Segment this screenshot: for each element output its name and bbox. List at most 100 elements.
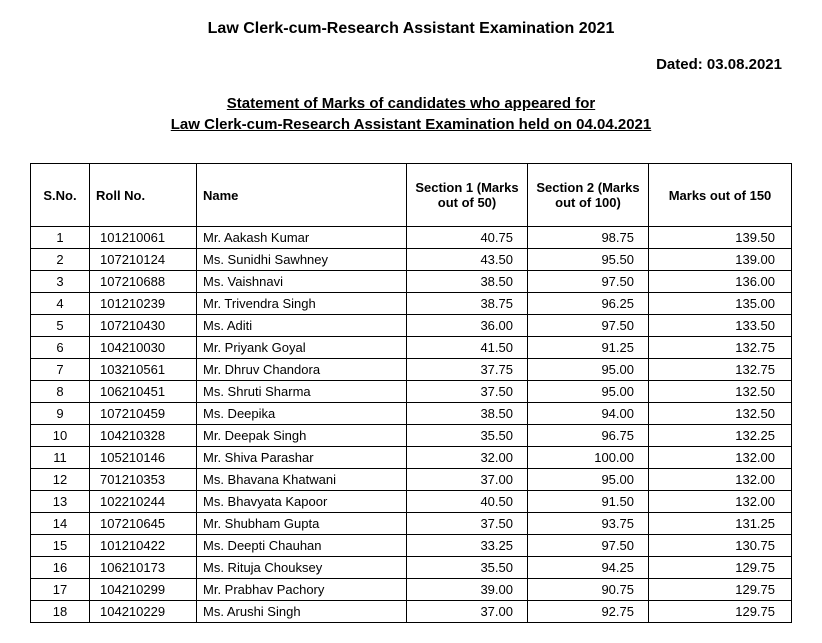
table-row: 5107210430Ms. Aditi36.0097.50133.50 bbox=[31, 315, 792, 337]
cell-sec1: 37.00 bbox=[407, 469, 528, 491]
col-roll: Roll No. bbox=[90, 164, 197, 227]
cell-sno: 15 bbox=[31, 535, 90, 557]
table-row: 14107210645Mr. Shubham Gupta37.5093.7513… bbox=[31, 513, 792, 535]
col-name: Name bbox=[197, 164, 407, 227]
cell-total: 132.25 bbox=[649, 425, 792, 447]
cell-name: Ms. Aditi bbox=[197, 315, 407, 337]
cell-roll: 107210124 bbox=[90, 249, 197, 271]
cell-sno: 9 bbox=[31, 403, 90, 425]
table-row: 15101210422Ms. Deepti Chauhan33.2597.501… bbox=[31, 535, 792, 557]
cell-roll: 102210244 bbox=[90, 491, 197, 513]
cell-total: 129.75 bbox=[649, 579, 792, 601]
cell-roll: 107210688 bbox=[90, 271, 197, 293]
col-sec1: Section 1 (Marks out of 50) bbox=[407, 164, 528, 227]
cell-sec1: 35.50 bbox=[407, 557, 528, 579]
cell-sec1: 35.50 bbox=[407, 425, 528, 447]
cell-sno: 3 bbox=[31, 271, 90, 293]
cell-roll: 104210229 bbox=[90, 601, 197, 623]
cell-total: 132.00 bbox=[649, 447, 792, 469]
cell-sec1: 40.75 bbox=[407, 227, 528, 249]
cell-total: 130.75 bbox=[649, 535, 792, 557]
cell-sec1: 37.50 bbox=[407, 513, 528, 535]
cell-total: 132.75 bbox=[649, 359, 792, 381]
cell-sno: 10 bbox=[31, 425, 90, 447]
cell-sno: 6 bbox=[31, 337, 90, 359]
cell-sno: 5 bbox=[31, 315, 90, 337]
cell-sec2: 93.75 bbox=[528, 513, 649, 535]
marks-table: S.No. Roll No. Name Section 1 (Marks out… bbox=[30, 163, 792, 623]
cell-sec2: 95.00 bbox=[528, 359, 649, 381]
cell-sno: 4 bbox=[31, 293, 90, 315]
table-row: 4101210239Mr. Trivendra Singh38.7596.251… bbox=[31, 293, 792, 315]
cell-sno: 13 bbox=[31, 491, 90, 513]
cell-name: Ms. Vaishnavi bbox=[197, 271, 407, 293]
cell-name: Mr. Prabhav Pachory bbox=[197, 579, 407, 601]
cell-sec2: 98.75 bbox=[528, 227, 649, 249]
cell-sec1: 33.25 bbox=[407, 535, 528, 557]
cell-sno: 7 bbox=[31, 359, 90, 381]
table-row: 6104210030Mr. Priyank Goyal41.5091.25132… bbox=[31, 337, 792, 359]
cell-name: Mr. Dhruv Chandora bbox=[197, 359, 407, 381]
cell-sec2: 94.00 bbox=[528, 403, 649, 425]
cell-sno: 16 bbox=[31, 557, 90, 579]
cell-roll: 701210353 bbox=[90, 469, 197, 491]
cell-roll: 107210459 bbox=[90, 403, 197, 425]
cell-total: 139.00 bbox=[649, 249, 792, 271]
cell-roll: 106210173 bbox=[90, 557, 197, 579]
cell-sec1: 37.00 bbox=[407, 601, 528, 623]
cell-name: Ms. Bhavyata Kapoor bbox=[197, 491, 407, 513]
cell-sno: 17 bbox=[31, 579, 90, 601]
cell-sno: 14 bbox=[31, 513, 90, 535]
cell-sec2: 91.50 bbox=[528, 491, 649, 513]
cell-total: 129.75 bbox=[649, 557, 792, 579]
table-row: 3107210688Ms. Vaishnavi38.5097.50136.00 bbox=[31, 271, 792, 293]
cell-name: Mr. Shiva Parashar bbox=[197, 447, 407, 469]
cell-sec2: 92.75 bbox=[528, 601, 649, 623]
cell-total: 132.00 bbox=[649, 469, 792, 491]
table-row: 11105210146Mr. Shiva Parashar32.00100.00… bbox=[31, 447, 792, 469]
cell-name: Mr. Priyank Goyal bbox=[197, 337, 407, 359]
cell-roll: 104210328 bbox=[90, 425, 197, 447]
cell-roll: 101210239 bbox=[90, 293, 197, 315]
cell-total: 129.75 bbox=[649, 601, 792, 623]
cell-sec2: 100.00 bbox=[528, 447, 649, 469]
table-row: 2107210124Ms. Sunidhi Sawhney43.5095.501… bbox=[31, 249, 792, 271]
cell-sec2: 96.25 bbox=[528, 293, 649, 315]
cell-sec1: 37.50 bbox=[407, 381, 528, 403]
cell-sno: 1 bbox=[31, 227, 90, 249]
table-body: 1101210061Mr. Aakash Kumar40.7598.75139.… bbox=[31, 227, 792, 623]
cell-sno: 18 bbox=[31, 601, 90, 623]
cell-total: 131.25 bbox=[649, 513, 792, 535]
cell-name: Mr. Deepak Singh bbox=[197, 425, 407, 447]
cell-sec2: 97.50 bbox=[528, 271, 649, 293]
cell-sno: 2 bbox=[31, 249, 90, 271]
cell-roll: 101210061 bbox=[90, 227, 197, 249]
cell-sec2: 95.00 bbox=[528, 469, 649, 491]
cell-total: 136.00 bbox=[649, 271, 792, 293]
table-row: 12701210353Ms. Bhavana Khatwani37.0095.0… bbox=[31, 469, 792, 491]
cell-roll: 103210561 bbox=[90, 359, 197, 381]
subtitle-line1: Statement of Marks of candidates who app… bbox=[227, 95, 595, 112]
cell-sec2: 96.75 bbox=[528, 425, 649, 447]
cell-roll: 104210030 bbox=[90, 337, 197, 359]
cell-roll: 105210146 bbox=[90, 447, 197, 469]
cell-roll: 106210451 bbox=[90, 381, 197, 403]
cell-roll: 101210422 bbox=[90, 535, 197, 557]
table-row: 9107210459Ms. Deepika38.5094.00132.50 bbox=[31, 403, 792, 425]
table-row: 7103210561Mr. Dhruv Chandora37.7595.0013… bbox=[31, 359, 792, 381]
col-sno: S.No. bbox=[31, 164, 90, 227]
cell-sec1: 38.50 bbox=[407, 271, 528, 293]
cell-roll: 107210645 bbox=[90, 513, 197, 535]
cell-sec1: 39.00 bbox=[407, 579, 528, 601]
cell-sec1: 32.00 bbox=[407, 447, 528, 469]
col-total: Marks out of 150 bbox=[649, 164, 792, 227]
cell-name: Ms. Bhavana Khatwani bbox=[197, 469, 407, 491]
cell-name: Mr. Shubham Gupta bbox=[197, 513, 407, 535]
cell-sec1: 36.00 bbox=[407, 315, 528, 337]
cell-name: Ms. Shruti Sharma bbox=[197, 381, 407, 403]
cell-sec1: 43.50 bbox=[407, 249, 528, 271]
cell-name: Ms. Deepika bbox=[197, 403, 407, 425]
col-sec2: Section 2 (Marks out of 100) bbox=[528, 164, 649, 227]
subtitle-line2: Law Clerk-cum-Research Assistant Examina… bbox=[171, 116, 651, 133]
table-header-row: S.No. Roll No. Name Section 1 (Marks out… bbox=[31, 164, 792, 227]
